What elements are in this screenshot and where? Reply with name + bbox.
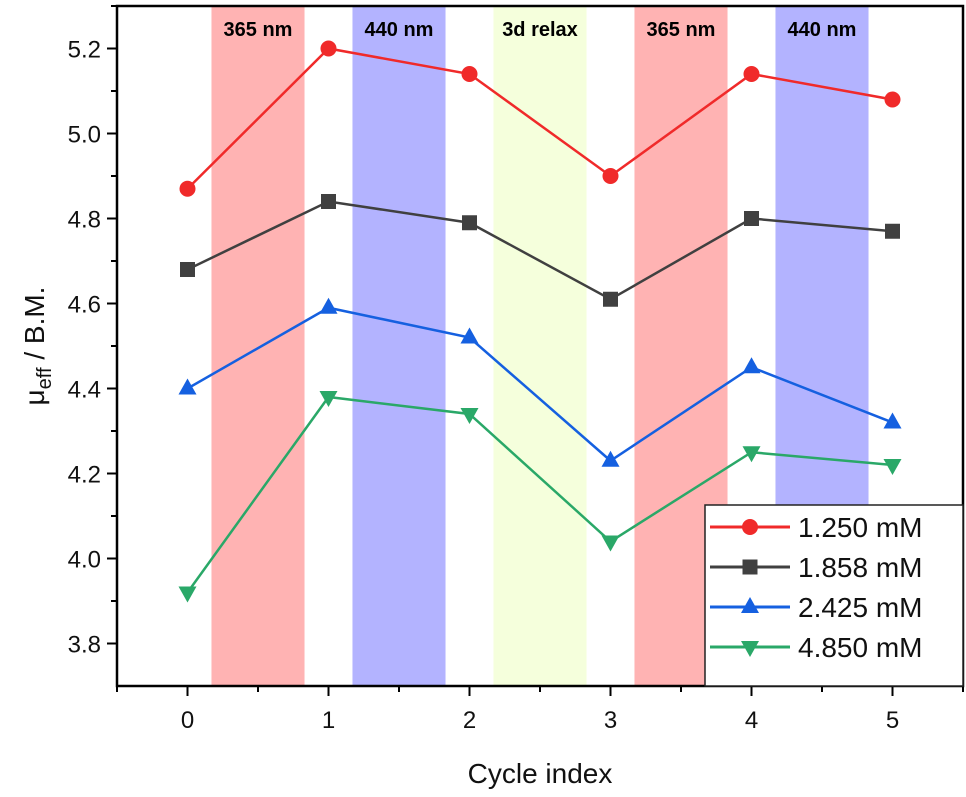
legend-marker xyxy=(741,597,759,613)
x-tick-label: 1 xyxy=(322,707,335,734)
y-tick-label: 5.0 xyxy=(68,122,101,149)
data-point xyxy=(885,223,900,239)
series-layer xyxy=(178,40,902,603)
series-3 xyxy=(178,391,902,603)
legend-item: 1.858 mM xyxy=(710,552,923,583)
series-line xyxy=(186,47,893,190)
legend-item: 1.250 mM xyxy=(710,512,923,543)
legend-label: 4.850 mM xyxy=(798,632,923,663)
legend-marker xyxy=(742,519,758,535)
y-tick-label: 4.2 xyxy=(68,462,101,489)
y-tick-label: 5.2 xyxy=(68,37,101,64)
x-tick-label: 0 xyxy=(181,707,194,734)
y-tick-label: 4.8 xyxy=(68,207,101,234)
data-point xyxy=(461,66,478,82)
x-tick-label: 2 xyxy=(463,707,476,734)
x-axis-label: Cycle index xyxy=(468,758,613,789)
data-point xyxy=(320,40,337,57)
legend-item: 2.425 mM xyxy=(710,592,923,623)
series-line xyxy=(186,200,893,301)
legend-label: 1.250 mM xyxy=(798,512,923,543)
band-0 xyxy=(211,6,305,686)
x-tick-label: 4 xyxy=(745,707,758,734)
data-point xyxy=(744,211,759,226)
series-line xyxy=(186,306,893,463)
data-point xyxy=(884,91,901,108)
x-tick-label: 3 xyxy=(604,707,617,734)
data-point xyxy=(180,262,195,277)
data-point xyxy=(601,535,620,552)
data-point xyxy=(883,459,902,475)
data-point xyxy=(743,66,760,82)
data-point xyxy=(319,297,338,314)
x-tick-label: 5 xyxy=(886,707,899,734)
legend-item: 4.850 mM xyxy=(710,632,923,663)
y-tick-label: 3.8 xyxy=(68,632,101,659)
data-point xyxy=(462,215,477,231)
band-2 xyxy=(493,6,587,686)
band-1 xyxy=(352,6,446,686)
data-point xyxy=(321,194,336,209)
y-axis-label: μeff / B.M. xyxy=(19,287,56,406)
data-point xyxy=(179,180,196,197)
band-label: 440 nm xyxy=(788,19,857,41)
data-point xyxy=(601,450,620,467)
y-tick-label: 4.4 xyxy=(68,377,101,404)
series-2 xyxy=(178,297,902,467)
data-point xyxy=(742,357,761,374)
data-point xyxy=(178,586,197,603)
series-0 xyxy=(179,40,901,197)
data-point xyxy=(742,446,761,463)
data-point xyxy=(602,168,619,184)
data-point xyxy=(460,408,479,424)
y-tick-label: 4.0 xyxy=(68,547,101,574)
data-point xyxy=(319,391,338,407)
band-label: 365 nm xyxy=(647,19,716,41)
data-point xyxy=(883,412,902,429)
legend-label: 1.858 mM xyxy=(798,552,923,583)
legend-marker xyxy=(741,641,759,657)
data-point xyxy=(460,327,479,344)
data-point xyxy=(603,291,618,307)
axes: 0 1 2 3 4 5 3.8 4.0 4.2 4.4 4.6 4.8 5.0 5.2 xyxy=(68,4,965,734)
legend: 1.250 mM 1.858 mM 2.425 mM 4.850 mM xyxy=(704,504,964,687)
legend-box xyxy=(704,504,964,687)
series-line xyxy=(186,395,893,594)
band-label: 365 nm xyxy=(224,19,293,41)
y-tick-label: 4.6 xyxy=(68,292,101,319)
legend-marker xyxy=(742,559,758,575)
band-label: 3d relax xyxy=(502,19,578,41)
series-1 xyxy=(180,194,900,307)
data-point xyxy=(178,378,197,395)
band-label: 440 nm xyxy=(365,19,434,41)
legend-label: 2.425 mM xyxy=(798,592,923,623)
